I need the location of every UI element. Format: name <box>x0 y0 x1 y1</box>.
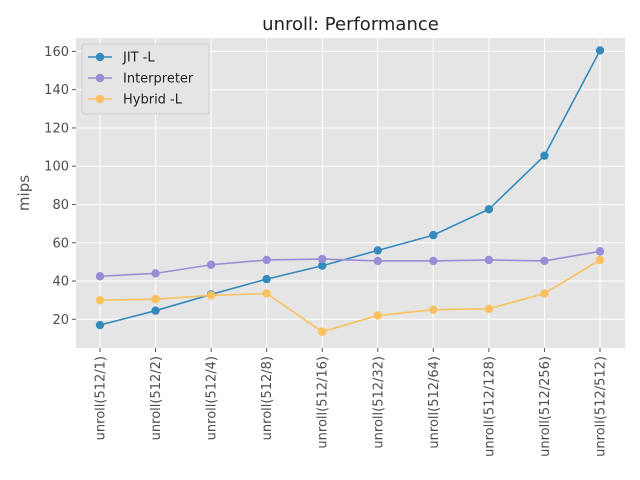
data-point <box>262 274 271 284</box>
data-point <box>540 151 549 160</box>
data-point <box>373 246 382 255</box>
data-point <box>540 256 549 266</box>
y-tick-label: 140 <box>44 83 69 98</box>
x-tick-label: unroll(512/64) <box>427 356 442 449</box>
data-point <box>262 255 271 265</box>
x-tick-label: unroll(512/2) <box>149 356 164 440</box>
y-tick-label: 20 <box>52 313 69 328</box>
data-point <box>318 254 327 264</box>
series-layer <box>95 46 605 336</box>
data-point <box>595 247 605 256</box>
x-tick-label: unroll(512/128) <box>482 356 497 457</box>
series-line <box>99 50 601 326</box>
legend-item: Interpreter <box>88 72 194 87</box>
legend-label: JIT -L <box>122 51 155 66</box>
legend-item: Hybrid -L <box>88 93 183 108</box>
y-tick-label: 100 <box>44 160 69 175</box>
x-axis-ticks: unroll(512/1) unroll(512/2) unroll(512/4) u… <box>94 348 609 457</box>
data-point <box>595 46 605 55</box>
data-point <box>540 289 549 298</box>
data-point <box>373 311 382 320</box>
data-point <box>206 291 216 300</box>
data-point <box>318 327 327 336</box>
y-tick-label: 40 <box>52 275 69 290</box>
y-tick-label: 60 <box>52 236 69 251</box>
chart-title: unroll: Performance <box>262 14 439 35</box>
y-tick-label: 80 <box>52 198 69 213</box>
data-point <box>95 320 105 330</box>
data-point <box>429 256 438 266</box>
y-tick-label: 120 <box>44 121 69 136</box>
data-point <box>151 269 160 278</box>
x-tick-label: unroll(512/4) <box>205 356 220 440</box>
data-point <box>484 255 494 265</box>
data-point <box>151 306 160 315</box>
data-point <box>95 295 105 305</box>
series-line <box>99 259 601 333</box>
data-point <box>484 304 494 313</box>
data-point <box>95 272 105 281</box>
data-point <box>484 205 494 214</box>
x-tick-label: unroll(512/1) <box>94 356 109 440</box>
legend-swatch-marker <box>95 52 105 62</box>
legend-label: Interpreter <box>123 72 194 87</box>
legend-swatch-marker <box>95 73 105 83</box>
data-point <box>151 295 160 304</box>
data-point <box>429 305 438 314</box>
data-point <box>595 255 605 265</box>
legend-item: JIT -L <box>88 51 155 66</box>
x-tick-label: unroll(512/256) <box>538 356 553 457</box>
x-tick-label: unroll(512/512) <box>594 356 609 457</box>
legend-label: Hybrid -L <box>123 93 183 108</box>
legend-swatch-marker <box>95 94 105 104</box>
y-axis-ticks: 20 40 60 80 100 120 140 160 <box>44 45 76 328</box>
x-tick-label: unroll(512/8) <box>260 356 275 440</box>
series-hybrid-l <box>95 255 605 336</box>
x-tick-label: unroll(512/16) <box>316 356 331 449</box>
y-axis-title: mips <box>15 175 33 211</box>
y-tick-label: 160 <box>44 45 69 60</box>
data-point <box>262 289 271 298</box>
data-point <box>206 260 216 269</box>
data-point <box>373 256 382 266</box>
data-point <box>318 261 327 270</box>
x-tick-label: unroll(512/32) <box>371 356 386 449</box>
series-interpreter <box>95 247 605 281</box>
series-line <box>99 250 601 278</box>
legend: JIT -L Interpreter Hybrid -L <box>81 43 210 115</box>
legend-frame <box>81 43 210 115</box>
data-point <box>429 230 438 240</box>
